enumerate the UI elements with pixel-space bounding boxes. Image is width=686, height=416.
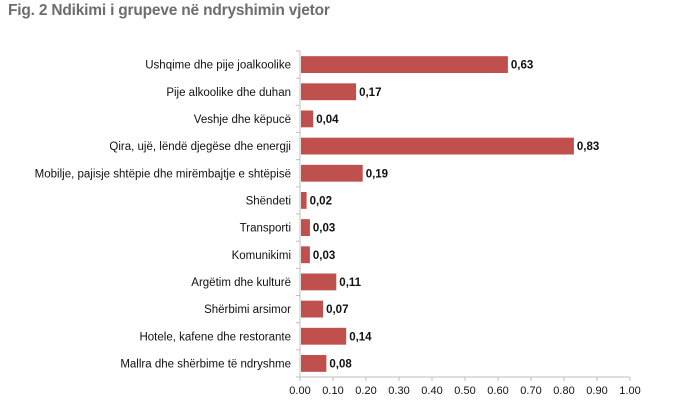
x-tick-label: 0.20 [355, 385, 376, 397]
value-label: 0,14 [349, 331, 372, 343]
x-tick-label: 0.70 [520, 385, 541, 397]
bar [301, 191, 307, 209]
value-label: 0,02 [310, 195, 332, 207]
x-tick-label: 0.40 [421, 385, 442, 397]
category-label: Qira, ujë, lëndë djegëse dhe energji [109, 141, 291, 153]
category-label: Ushqime dhe pije joalkoolike [145, 60, 291, 72]
category-label: Shëndeti [246, 195, 291, 207]
bar [301, 219, 310, 237]
x-tick-label: 0.30 [388, 385, 409, 397]
x-tick-label: 1.00 [619, 385, 640, 397]
category-label: Komunikimi [232, 250, 291, 262]
bar [301, 137, 574, 155]
value-label: 0,11 [339, 277, 361, 289]
value-label: 0,07 [326, 304, 348, 316]
x-tick-label: 0.00 [289, 385, 310, 397]
bar [301, 354, 327, 372]
value-label: 0,19 [366, 168, 388, 180]
bar [301, 164, 363, 182]
value-label: 0,08 [329, 358, 352, 370]
x-tick-label: 0.80 [553, 385, 574, 397]
category-label: Transporti [240, 223, 291, 235]
value-label: 0,03 [313, 250, 335, 262]
labels: Ushqime dhe pije joalkoolike 0,63 Pije alk… [35, 60, 600, 371]
axes: 0.00 0.10 0.20 0.30 0.40 0.50 0.60 0.70 0.80 0.90… [289, 50, 641, 397]
category-label: Mallra dhe shërbime të ndryshme [120, 358, 291, 370]
x-tick-label: 0.10 [322, 385, 343, 397]
category-label: Mobilje, pajisje shtëpie dhe mirëmbajtje… [35, 168, 291, 180]
chart-title: Fig. 2 Ndikimi i grupeve në ndryshimin v… [8, 2, 330, 19]
bar [301, 110, 314, 128]
bar [301, 56, 508, 74]
value-label: 0,83 [577, 141, 599, 153]
value-label: 0,03 [313, 223, 335, 235]
bar [301, 83, 357, 101]
bar [301, 246, 310, 264]
category-label: Hotele, kafene dhe restorante [139, 331, 291, 343]
category-label: Argëtim dhe kulturë [191, 277, 291, 289]
bar [301, 300, 324, 318]
value-label: 0,04 [316, 114, 339, 126]
x-tick-label: 0.60 [487, 385, 508, 397]
bars [301, 56, 574, 372]
value-label: 0,17 [359, 87, 381, 99]
bar [301, 327, 347, 345]
category-label: Pije alkoolike dhe duhan [166, 87, 291, 99]
x-tick-label: 0.50 [454, 385, 475, 397]
category-label: Veshje dhe këpucë [194, 114, 291, 126]
value-label: 0,63 [511, 60, 533, 72]
bar [301, 273, 337, 291]
x-tick-label: 0.90 [586, 385, 607, 397]
category-label: Shërbimi arsimor [204, 304, 291, 316]
